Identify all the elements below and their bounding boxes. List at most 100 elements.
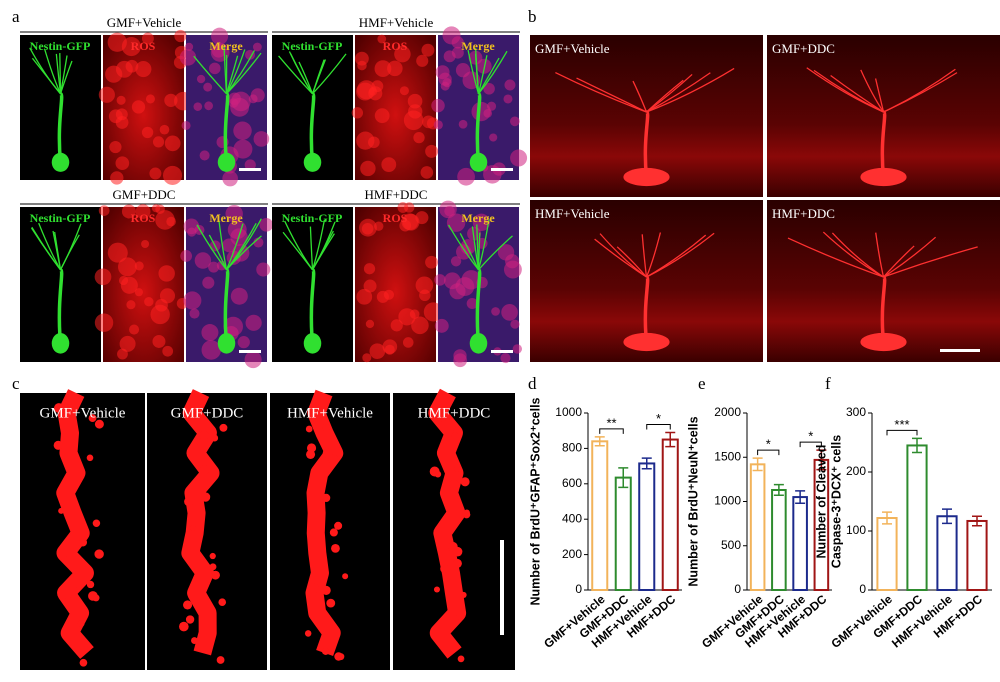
cell [208, 261, 220, 273]
dendrite [57, 92, 64, 163]
cell [131, 100, 146, 114]
micrograph-bg [103, 207, 184, 362]
soma [51, 152, 70, 172]
cell [421, 43, 435, 57]
error-bar [882, 511, 892, 525]
bar [614, 476, 632, 592]
spine [209, 563, 217, 571]
dendrite [29, 47, 61, 95]
cell [408, 104, 423, 119]
cell [363, 279, 377, 293]
cell [117, 257, 137, 277]
dendrite [193, 55, 227, 95]
error-bar [665, 431, 676, 448]
cell [115, 116, 129, 129]
y-tick-label: 2000 [714, 405, 741, 419]
spine [460, 591, 467, 599]
error-bar [942, 508, 952, 525]
image-label: HMF+DDC [418, 405, 491, 421]
spine [211, 570, 220, 580]
spine [53, 403, 64, 413]
y-tick-label: 200 [562, 547, 582, 561]
cell [457, 167, 475, 186]
spine [434, 470, 442, 478]
cell [105, 65, 123, 83]
y-axis-label: Number of BrdU⁺GFAP⁺Sox2⁺cells [528, 397, 542, 605]
cell [119, 335, 136, 352]
spine [191, 637, 198, 644]
cell [363, 263, 376, 275]
spine [65, 596, 72, 604]
cell [141, 126, 154, 139]
group-title: GMF+Vehicle [107, 15, 182, 30]
dendrite [225, 49, 246, 95]
spine [218, 598, 227, 607]
cell [125, 59, 139, 73]
bar [936, 515, 958, 591]
dendrite [632, 80, 648, 113]
bar [771, 488, 787, 591]
micrograph [20, 207, 101, 362]
cell [383, 289, 395, 300]
dendrite [311, 219, 326, 270]
cell [204, 101, 214, 111]
cell [134, 261, 144, 271]
cell [501, 304, 518, 321]
dendrite [44, 49, 62, 95]
cell [505, 254, 520, 269]
image-label: HMF+Vehicle [287, 405, 373, 421]
cell [384, 344, 395, 355]
axes: 0 200 400 600 800 1000 Number of BrdU⁺GFAP⁺Sox… [528, 397, 682, 651]
cell [433, 120, 443, 130]
cell [489, 133, 498, 142]
dendrite [576, 77, 647, 113]
spine [78, 538, 88, 547]
spine [183, 600, 193, 610]
cell [377, 34, 387, 44]
spine [438, 413, 447, 422]
cell [411, 316, 429, 335]
y-tick-label: 100 [846, 523, 866, 537]
cell [183, 218, 200, 235]
dendrite [223, 268, 230, 344]
spine [191, 401, 199, 409]
panel-label: e [698, 374, 706, 393]
spine [326, 598, 336, 608]
cell [443, 50, 456, 63]
y-tick-label: 1000 [714, 494, 741, 508]
cell [390, 319, 403, 332]
spine [185, 615, 195, 624]
micrograph [179, 27, 270, 187]
dendrite [59, 234, 80, 271]
cell [483, 82, 495, 95]
error-bar [641, 457, 652, 470]
dendrite [459, 233, 480, 271]
cell [374, 221, 384, 231]
dendrite [813, 69, 884, 113]
significance-label: ** [606, 415, 616, 430]
cell [179, 49, 197, 66]
axes: 0 100 200 300 Number of Cleaved Caspase-3⁺DCX… [814, 405, 992, 651]
cell [203, 82, 213, 92]
cell [510, 319, 520, 329]
y-tick-label: 0 [575, 582, 582, 596]
bar [591, 440, 609, 591]
dendrite [875, 232, 885, 278]
spine [321, 585, 331, 595]
cell [453, 353, 468, 368]
cell [425, 255, 438, 269]
cell [356, 288, 373, 305]
dendrite [874, 78, 885, 113]
cell [252, 42, 262, 52]
spine [209, 552, 216, 560]
significance-label: *** [894, 417, 909, 432]
cell [455, 277, 475, 297]
cell [180, 250, 193, 262]
cell [369, 343, 386, 360]
cell [162, 165, 183, 185]
cell [98, 205, 110, 216]
spine [79, 658, 88, 667]
micrograph [272, 35, 353, 180]
cell [211, 27, 229, 45]
cell [415, 276, 434, 295]
